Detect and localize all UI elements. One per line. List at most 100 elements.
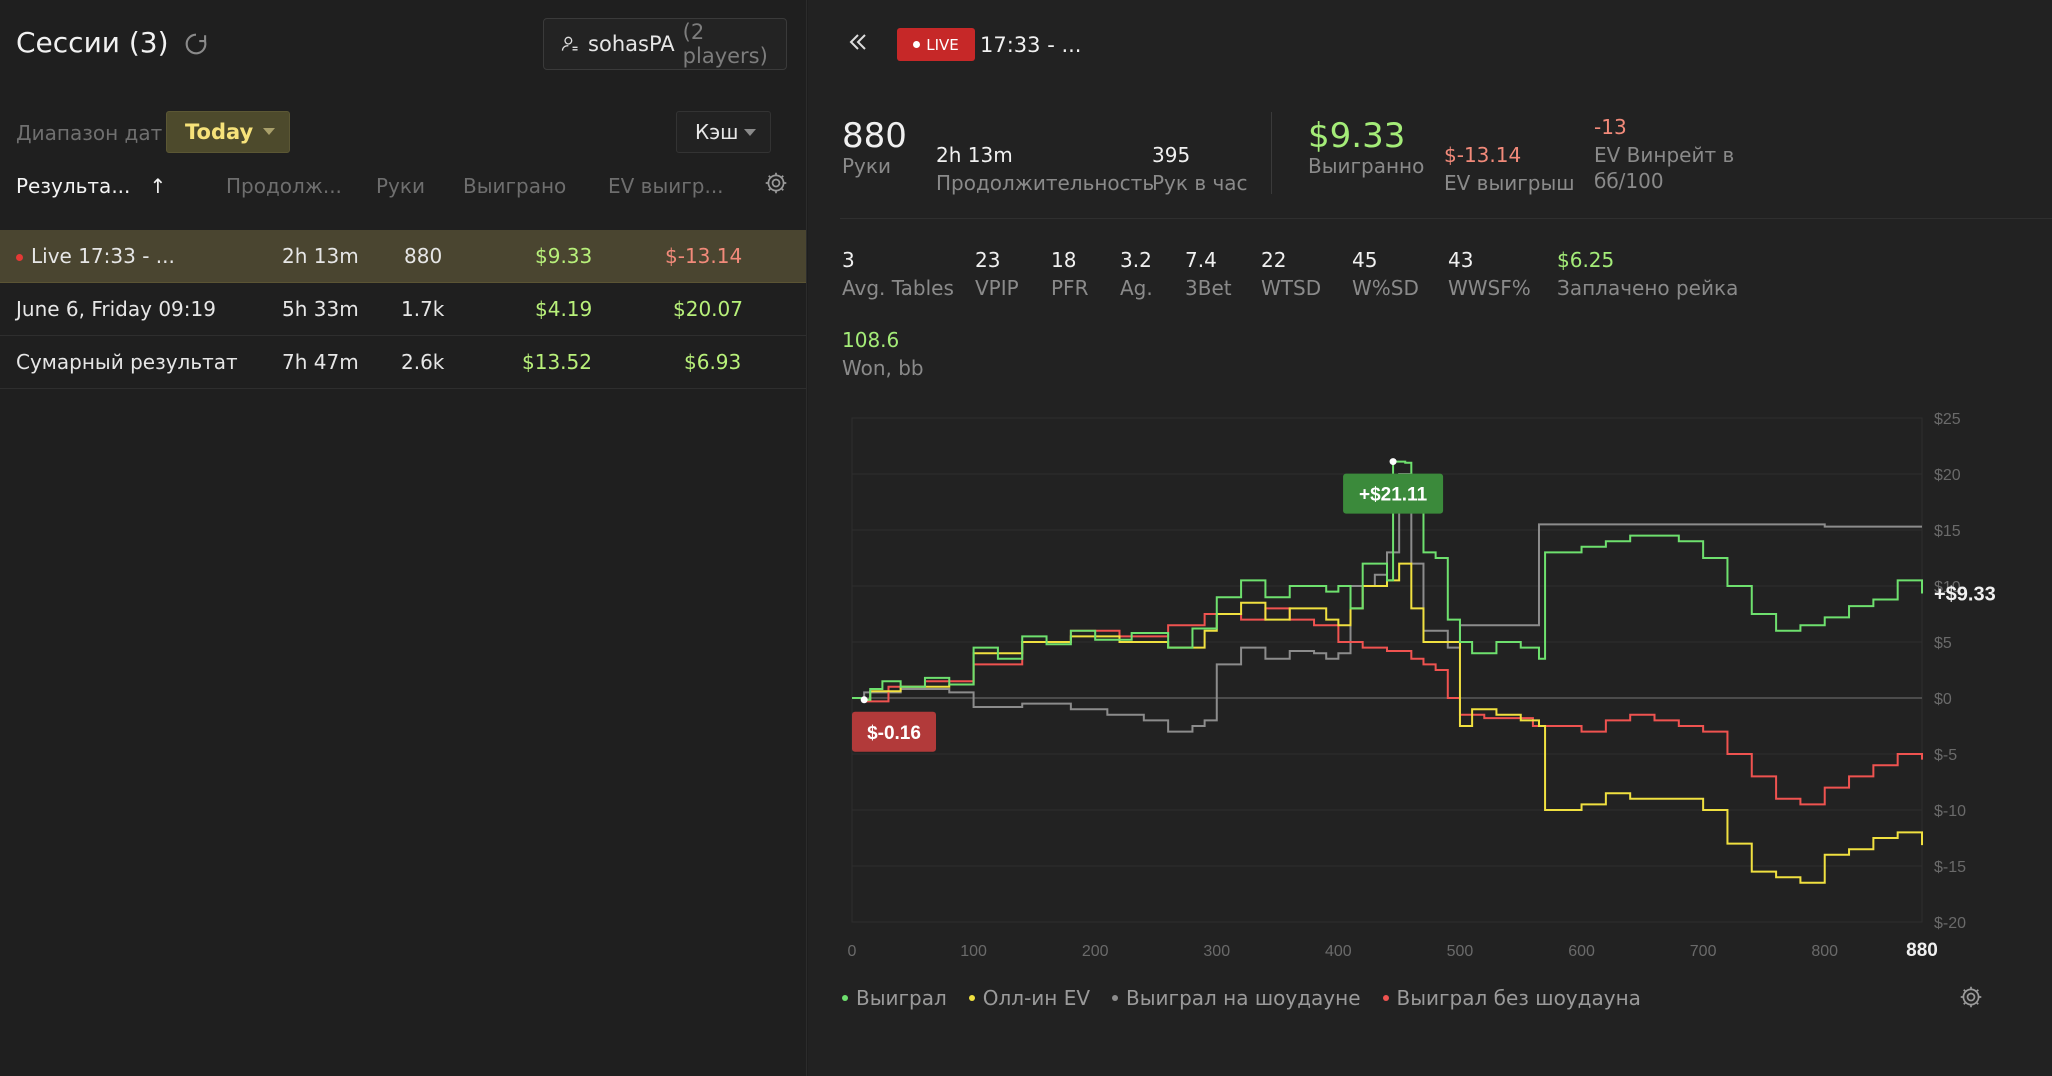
live-dot-icon xyxy=(913,41,921,48)
stat-ag: 3.2 Ag. xyxy=(1120,248,1153,300)
x-tick-label: 500 xyxy=(1447,943,1474,960)
stat-duration: 2h 13m Продолжительность xyxy=(936,143,1155,195)
session-won: $4.19 xyxy=(535,297,593,321)
stat-wtsd: 22 WTSD xyxy=(1261,248,1322,300)
refresh-icon[interactable] xyxy=(182,30,210,58)
divider xyxy=(840,218,2052,219)
y-tick-label: $10 xyxy=(1934,579,1961,596)
user-icon xyxy=(561,36,578,51)
winnings-chart[interactable]: $25 $20 $15 $10 $5 $0 $-5 $-10 $-15 $-20 0 100 200 30… xyxy=(836,408,2016,968)
y-tick-label: $15 xyxy=(1934,523,1961,540)
legend-dot xyxy=(1382,995,1389,1001)
column-header-hands[interactable]: Руки xyxy=(376,174,425,198)
x-tick-label: 800 xyxy=(1811,943,1838,960)
session-name: June 6, Friday 09:19 xyxy=(16,297,216,321)
end-value-label: +$9.33 xyxy=(1934,584,1996,606)
x-tick-label: 400 xyxy=(1325,943,1352,960)
date-range-dropdown[interactable]: Today xyxy=(166,111,290,153)
max-label-box xyxy=(1343,473,1444,514)
x-tick-label: 600 xyxy=(1568,943,1595,960)
gear-icon[interactable] xyxy=(763,170,789,196)
min-label-box xyxy=(852,711,936,752)
max-point-marker xyxy=(1389,458,1397,466)
chart-settings-gear-icon[interactable] xyxy=(1958,984,1984,1010)
total-hands: 2.6k xyxy=(401,350,445,374)
session-detail-panel: LIVE 17:33 - ... 880 Руки 2h 13m Продолж… xyxy=(808,0,2052,1076)
session-won: $9.33 xyxy=(535,244,593,268)
stat-rake: $6.25 Заплачено рейка xyxy=(1557,248,1739,300)
stat-3bet: 7.4 3Bet xyxy=(1185,248,1232,300)
stat-avg-tables: 3 Avg. Tables xyxy=(842,248,954,300)
column-header-result[interactable]: Результа... ↑ xyxy=(16,174,167,198)
total-won: $13.52 xyxy=(522,350,592,374)
player-count: (2 players) xyxy=(682,20,768,68)
session-ev: $20.07 xyxy=(673,297,743,321)
y-tick-label: $-15 xyxy=(1934,859,1966,876)
y-tick-label: $-20 xyxy=(1934,915,1966,932)
total-ev: $6.93 xyxy=(684,350,742,374)
column-header-ev[interactable]: EV выигр... xyxy=(608,174,724,198)
legend-item-allin[interactable]: Олл-ин EV xyxy=(968,986,1090,1010)
x-tick-label: 100 xyxy=(960,943,987,960)
column-header-won[interactable]: Выиграно xyxy=(463,174,567,198)
total-row: Сумарный результат 7h 47m 2.6k $13.52 $6… xyxy=(0,336,806,389)
date-range-value: Today xyxy=(185,120,254,144)
date-range-label: Диапазон дат xyxy=(16,121,163,145)
y-tick-label: $5 xyxy=(1934,635,1952,652)
session-hands: 1.7k xyxy=(401,297,445,321)
stat-hands-per-hour: 395 Рук в час xyxy=(1152,143,1248,195)
live-badge: LIVE xyxy=(897,28,975,61)
player-name: sohasPA xyxy=(588,32,675,56)
session-ev: $-13.14 xyxy=(665,244,743,268)
y-tick-label: $25 xyxy=(1934,411,1961,428)
series-line-allin xyxy=(852,562,1923,884)
stat-won: $9.33 Выигранно xyxy=(1308,116,1425,178)
legend-dot xyxy=(968,995,975,1001)
session-duration: 2h 13m xyxy=(282,244,359,268)
session-row[interactable]: Live 17:33 - ... 2h 13m 880 $9.33 $-13.1… xyxy=(0,230,806,283)
stat-wsd: 45 W%SD xyxy=(1352,248,1419,300)
series-line-nonsd xyxy=(852,607,1923,806)
x-tick-label: 0 xyxy=(848,943,857,960)
sessions-panel: Сессии (3) sohasPA (2 players) Диапазон … xyxy=(0,0,807,1076)
stat-won-bb: 108.6 Won, bb xyxy=(842,328,924,380)
column-header-duration[interactable]: Продолж... xyxy=(226,174,342,198)
session-row[interactable]: June 6, Friday 09:19 5h 33m 1.7k $4.19 $… xyxy=(0,283,806,336)
legend-item-won[interactable]: Выиграл xyxy=(842,986,947,1010)
live-dot-icon xyxy=(16,254,23,261)
x-tick-label: 700 xyxy=(1690,943,1717,960)
chart-legend: Выиграл Олл-ин EV Выиграл на шоудауне Вы… xyxy=(842,986,1641,1010)
stat-hands: 880 Руки xyxy=(842,116,907,178)
y-tick-label: $20 xyxy=(1934,467,1961,484)
y-tick-label: $-5 xyxy=(1934,747,1957,764)
stat-ev-winrate: -13 EV Винрейт в бб/100 xyxy=(1594,115,1735,193)
player-select-button[interactable]: sohasPA (2 players) xyxy=(543,18,787,70)
total-duration: 7h 47m xyxy=(282,350,359,374)
sessions-title: Сессии (3) xyxy=(16,26,169,59)
session-hands: 880 xyxy=(404,244,443,268)
session-name: Live 17:33 - ... xyxy=(16,244,175,268)
legend-dot xyxy=(1112,995,1119,1001)
divider xyxy=(1271,112,1272,194)
chevron-down-icon xyxy=(744,129,756,136)
x-tick-label: 200 xyxy=(1082,943,1109,960)
stat-vpip: 23 VPIP xyxy=(975,248,1019,300)
series-line-sd xyxy=(852,473,1922,733)
y-tick-label: $0 xyxy=(1934,691,1952,708)
game-type-value: Кэш xyxy=(695,120,739,144)
session-duration: 5h 33m xyxy=(282,297,359,321)
min-point-marker xyxy=(860,696,868,704)
session-title: 17:33 - ... xyxy=(980,33,1082,57)
collapse-icon[interactable] xyxy=(846,30,870,54)
stat-pfr: 18 PFR xyxy=(1051,248,1089,300)
total-name: Сумарный результат xyxy=(16,350,238,374)
legend-dot xyxy=(842,995,848,1001)
x-tick-label: 880 xyxy=(1906,940,1938,961)
game-type-dropdown[interactable]: Кэш xyxy=(676,111,771,153)
sort-arrow-icon: ↑ xyxy=(149,174,167,198)
legend-item-showdown[interactable]: Выиграл на шоудауне xyxy=(1112,986,1361,1010)
chevron-down-icon xyxy=(263,128,275,135)
legend-item-non-showdown[interactable]: Выиграл без шоудауна xyxy=(1382,986,1641,1010)
max-label: +$21.11 xyxy=(1359,485,1428,506)
